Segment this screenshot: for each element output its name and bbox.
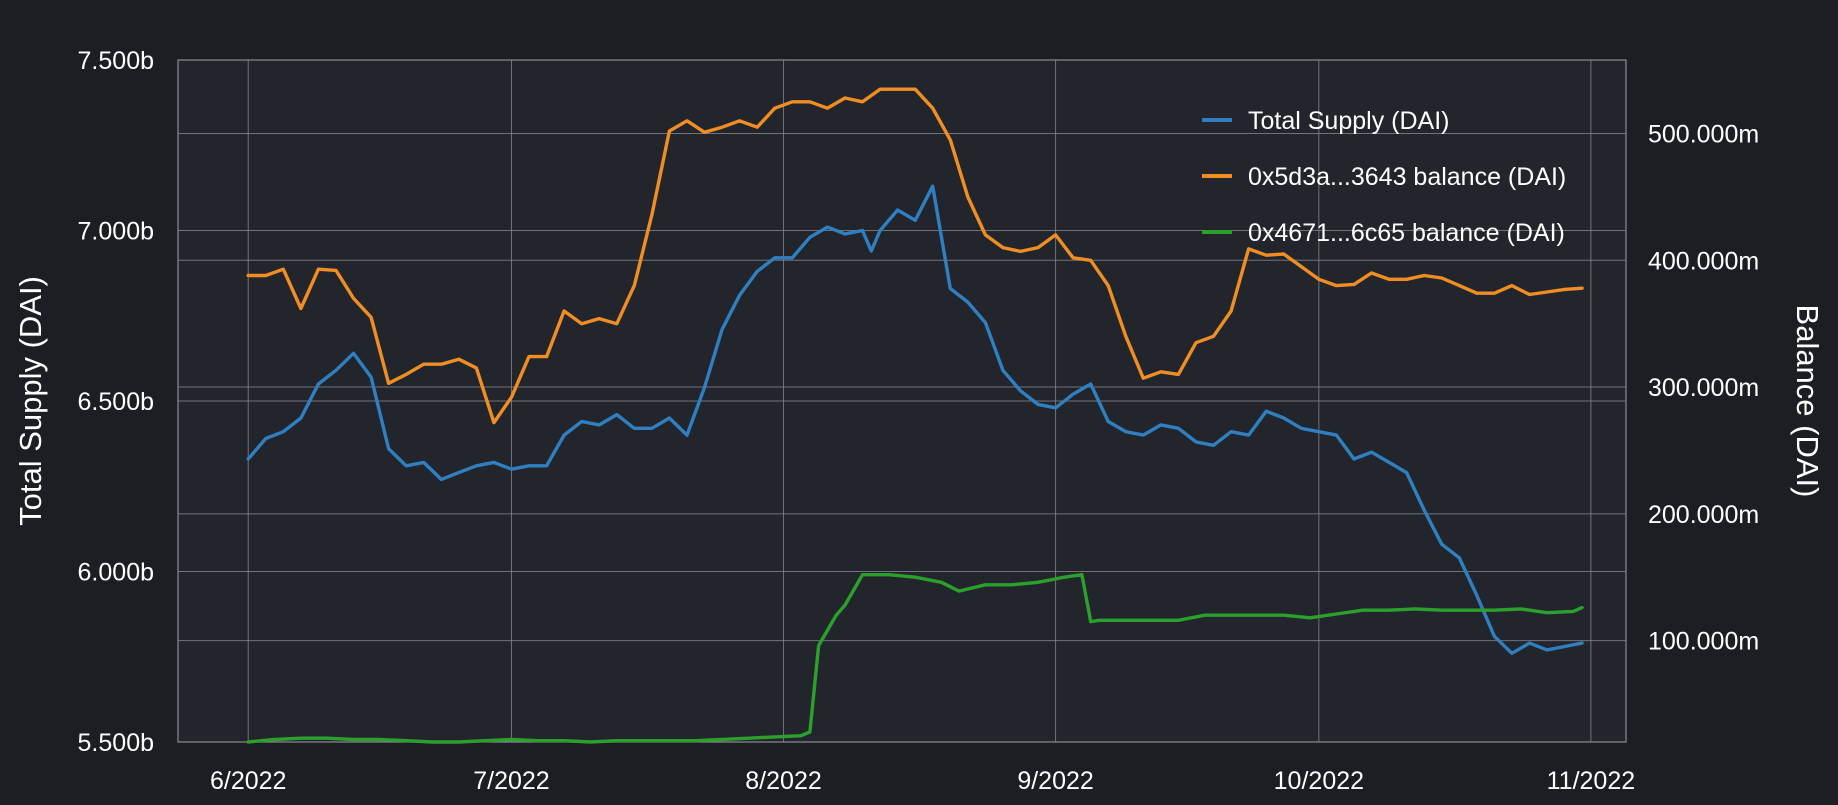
series-line-2 (246, 87, 1584, 425)
plot-frame (177, 59, 1627, 743)
y-left-tick-label: 5.500b (78, 729, 154, 757)
y-left-tick-label: 7.500b (78, 47, 154, 75)
x-tick-label: 7/2022 (473, 767, 549, 795)
series-line-1 (246, 184, 1584, 655)
y-right-tick-label: 500.000m (1648, 121, 1759, 149)
x-tick-label: 9/2022 (1017, 767, 1093, 795)
legend-label: 0x5d3a...3643 balance (DAI) (1248, 163, 1566, 191)
y-left-tick-label: 6.500b (78, 388, 154, 416)
y-right-tick-label: 300.000m (1648, 374, 1759, 402)
x-tick-label: 6/2022 (210, 767, 286, 795)
y-right-tick-label: 400.000m (1648, 247, 1759, 275)
y-axis-left-title: Total Supply (DAI) (13, 276, 48, 526)
x-tick-label: 10/2022 (1274, 767, 1364, 795)
y-left-tick-label: 6.000b (78, 559, 154, 587)
x-tick-label: 8/2022 (745, 767, 821, 795)
tick-labels: 6/2022 7/2022 8/2022 9/2022 10/2022 11/2022 5.… (78, 47, 1760, 795)
legend-label: Total Supply (DAI) (1248, 107, 1449, 135)
x-tick-label: 11/2022 (1547, 767, 1636, 795)
y-axis-right-title: Balance (DAI) (1790, 305, 1825, 498)
y-right-tick-label: 100.000m (1648, 628, 1759, 656)
series-line-3 (246, 573, 1584, 744)
legend: Total Supply (DAI) 0x5d3a...3643 balance … (1202, 107, 1566, 247)
y-right-tick-label: 200.000m (1648, 501, 1759, 529)
grid (177, 59, 1627, 743)
series-lines (246, 87, 1584, 744)
legend-label: 0x4671...6c65 balance (DAI) (1248, 219, 1565, 247)
y-left-tick-label: 7.000b (78, 218, 154, 246)
